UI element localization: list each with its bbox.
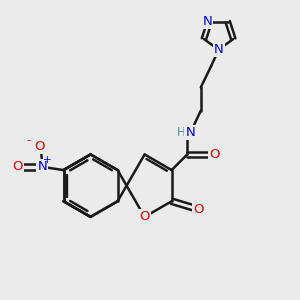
Text: O: O <box>12 160 23 173</box>
Text: +: + <box>43 155 52 165</box>
Text: O: O <box>209 148 219 161</box>
Text: O: O <box>34 140 45 153</box>
Text: N: N <box>185 126 195 140</box>
Text: N: N <box>202 15 212 28</box>
Text: N: N <box>38 160 47 173</box>
Text: H: H <box>176 126 185 140</box>
Text: O: O <box>140 210 150 224</box>
Text: N: N <box>214 43 224 56</box>
Text: -: - <box>27 134 31 147</box>
Text: O: O <box>193 203 204 216</box>
